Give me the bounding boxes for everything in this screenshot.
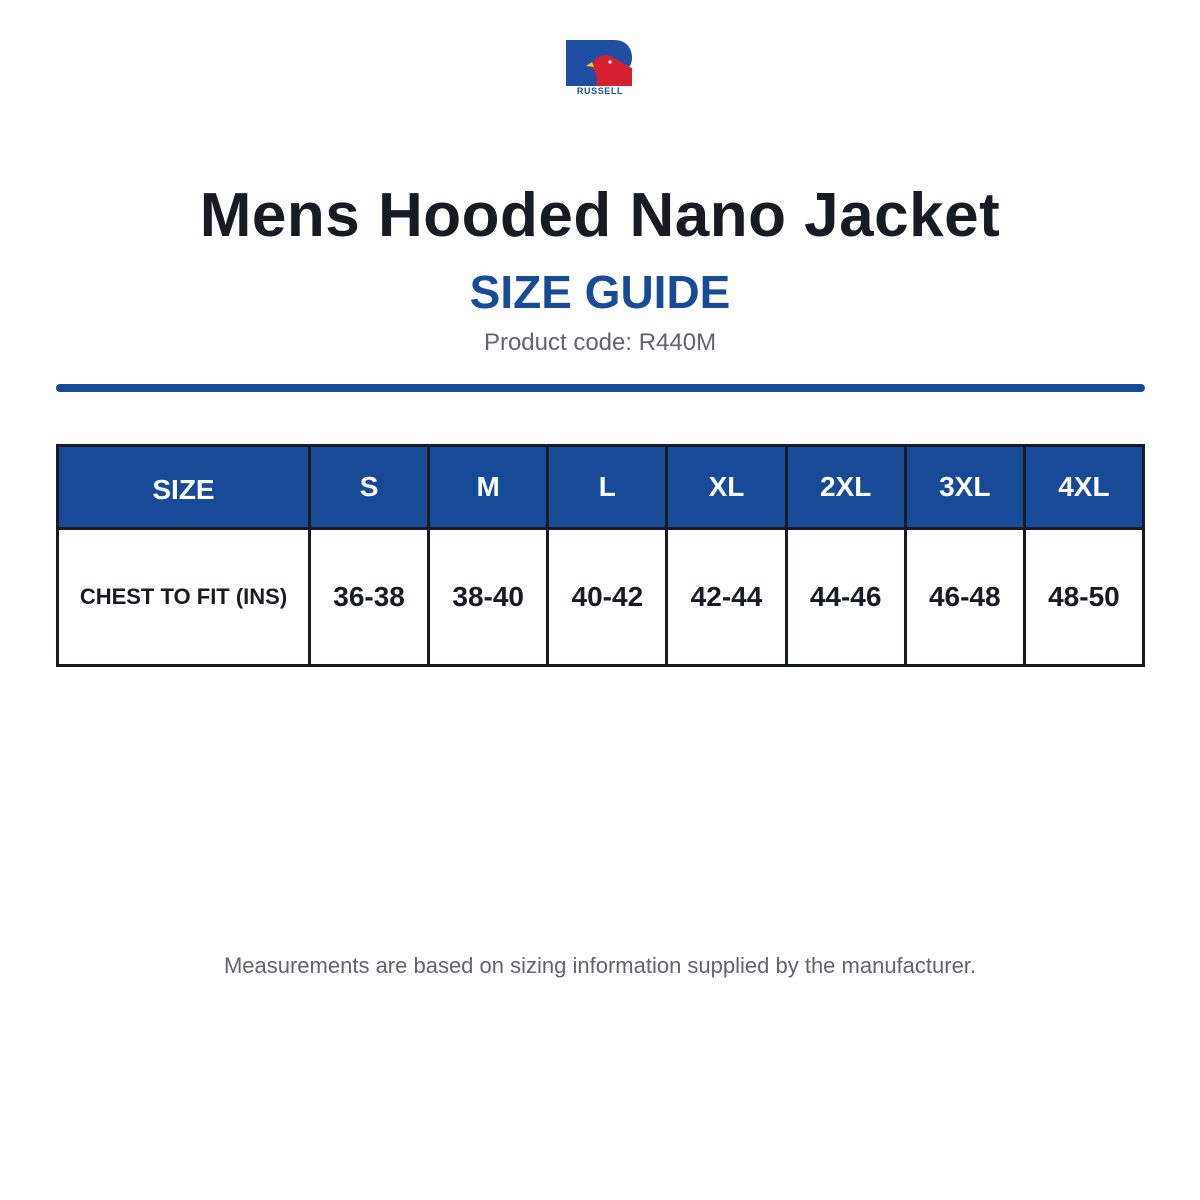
table-cell: 36-38: [307, 527, 431, 667]
table-header-cell: 3XL: [903, 444, 1026, 530]
table-header-cell: 4XL: [1022, 444, 1146, 530]
table-header-cell: M: [427, 444, 550, 530]
table-header-cell: S: [307, 444, 431, 530]
page-title: Mens Hooded Nano Jacket: [199, 181, 1001, 250]
table-header-cell: L: [546, 444, 669, 530]
table-row: CHEST TO FIT (INS) 36-38 38-40 40-42 42-…: [56, 527, 1146, 667]
brand-name: RUSSELL: [576, 86, 624, 96]
table-cell: 40-42: [546, 527, 669, 667]
table-cell: 42-44: [665, 527, 788, 667]
size-table: SIZE S M L XL 2XL 3XL 4XL CHEST TO FIT (…: [56, 444, 1146, 667]
table-cell: 38-40: [427, 527, 550, 667]
table-cell: 46-48: [903, 527, 1026, 667]
table-cell: 48-50: [1022, 527, 1146, 667]
divider: [56, 384, 1145, 392]
page-subtitle: SIZE GUIDE: [469, 266, 731, 318]
product-code: Product code: R440M: [483, 329, 717, 356]
table-header-row: SIZE S M L XL 2XL 3XL 4XL: [56, 444, 1146, 530]
table-cell: 44-46: [784, 527, 907, 667]
table-header-cell: 2XL: [784, 444, 907, 530]
footnote: Measurements are based on sizing informa…: [223, 953, 977, 978]
table-row-label: CHEST TO FIT (INS): [56, 527, 311, 667]
table-header-cell: SIZE: [56, 444, 311, 530]
brand-logo: RUSSELL: [566, 40, 634, 96]
russell-eagle-icon: [566, 40, 632, 86]
table-header-cell: XL: [665, 444, 788, 530]
